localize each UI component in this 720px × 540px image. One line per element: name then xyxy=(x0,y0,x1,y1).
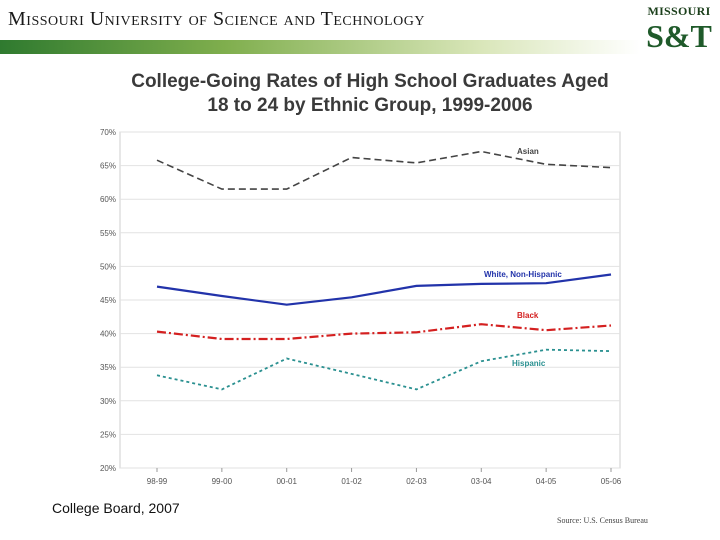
series-line-hispanic xyxy=(156,348,612,391)
x-tick-label: 02-03 xyxy=(406,477,427,486)
x-axis-ticks: 98-99 99-00 00-01 01-02 02-03 03-04 04-05 05-06 xyxy=(147,468,622,486)
series-line-asian xyxy=(156,150,612,190)
y-tick-label: 50% xyxy=(100,262,116,271)
chart-title: College-Going Rates of High School Gradu… xyxy=(131,71,609,116)
y-tick-label: 45% xyxy=(100,296,116,305)
header-gradient-bar xyxy=(0,40,640,54)
y-tick-label: 40% xyxy=(100,330,116,339)
series-label: Black xyxy=(517,311,539,320)
series-label: White, Non-Hispanic xyxy=(484,270,562,279)
x-tick-label: 01-02 xyxy=(341,477,362,486)
credit-text: College Board, 2007 xyxy=(48,500,184,516)
university-logo: MISSOURI S&T xyxy=(642,4,716,60)
series-line-black xyxy=(156,323,612,341)
y-tick-label: 55% xyxy=(100,229,116,238)
x-tick-label: 98-99 xyxy=(147,477,168,486)
source-note: Source: U.S. Census Bureau xyxy=(557,516,648,525)
series-label: Hispanic xyxy=(512,359,546,368)
x-tick-label: 99-00 xyxy=(212,477,233,486)
x-tick-label: 05-06 xyxy=(601,477,622,486)
y-tick-label: 35% xyxy=(100,363,116,372)
y-tick-label: 20% xyxy=(100,464,116,473)
x-tick-label: 04-05 xyxy=(536,477,557,486)
y-tick-label: 70% xyxy=(100,128,116,137)
series-label: Asian xyxy=(517,147,539,156)
y-tick-label: 30% xyxy=(100,397,116,406)
gridlines xyxy=(120,131,620,469)
y-tick-label: 60% xyxy=(100,195,116,204)
x-tick-label: 03-04 xyxy=(471,477,492,486)
logo-top-text: MISSOURI xyxy=(647,4,711,18)
y-axis-ticks: 20% 25% 30% 35% 40% 45% 50% 55% 60% 65% 70% xyxy=(100,128,116,473)
logo-main-text: S&T xyxy=(646,18,712,54)
institution-title: Missouri University of Science and Techn… xyxy=(8,8,425,30)
series-labels: Asian White, Non-Hispanic Black Hispanic xyxy=(484,147,562,368)
y-tick-label: 25% xyxy=(100,430,116,439)
y-tick-label: 65% xyxy=(100,162,116,171)
series-lines xyxy=(156,150,612,391)
series-line-white-non-hispanic xyxy=(156,273,612,306)
x-tick-label: 00-01 xyxy=(276,477,297,486)
